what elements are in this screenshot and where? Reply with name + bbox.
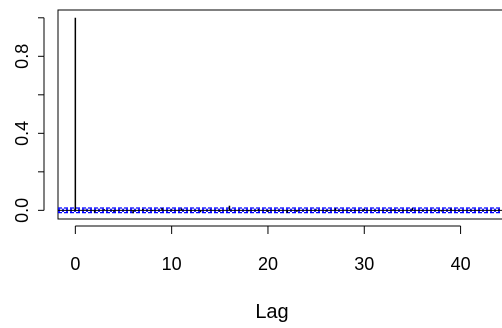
x-axis: 0 10 20 30 40	[70, 225, 471, 274]
x-tick-label: 10	[162, 254, 182, 274]
x-tick-label: 20	[258, 254, 278, 274]
y-axis: 0.0 0.4 0.8	[12, 17, 45, 223]
x-tick-label: 30	[354, 254, 374, 274]
y-tick-label: 0.4	[12, 121, 32, 146]
x-axis-label: Lag	[255, 301, 288, 323]
plot-area	[57, 9, 502, 220]
x-tick-label: 40	[451, 254, 471, 274]
y-tick-label: 0.0	[12, 198, 32, 223]
plot-frame	[57, 9, 502, 220]
y-tick-label: 0.8	[12, 44, 32, 69]
x-tick-label: 0	[70, 254, 80, 274]
